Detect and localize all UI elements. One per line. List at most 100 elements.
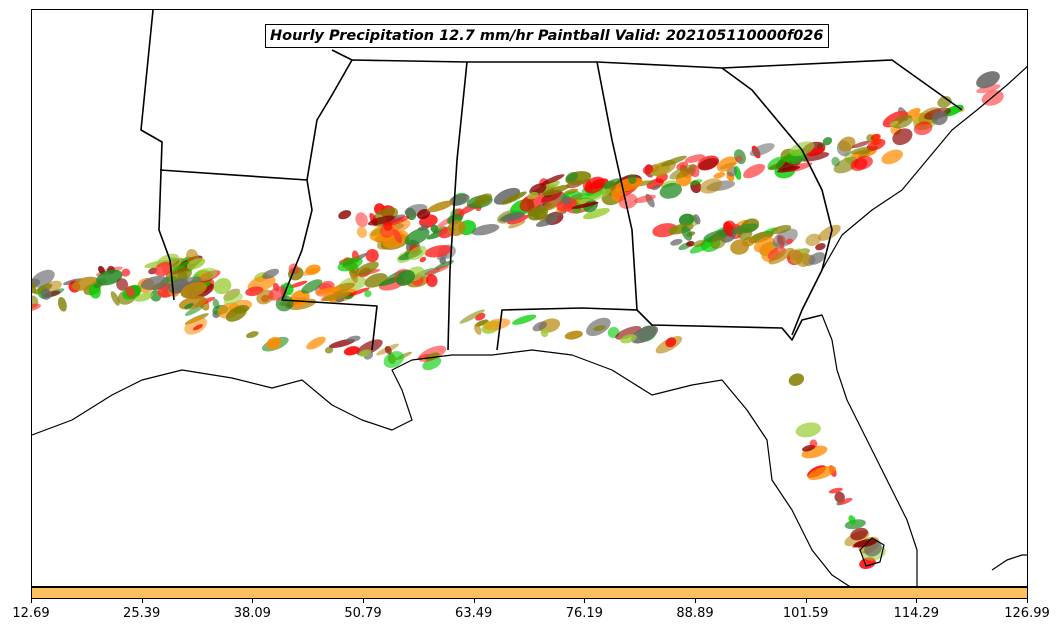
precip-blob bbox=[870, 133, 881, 141]
precip-blob bbox=[32, 282, 37, 294]
precip-blob bbox=[713, 172, 726, 179]
precip-blob bbox=[57, 296, 67, 312]
precip-blob bbox=[703, 229, 730, 243]
precip-blob bbox=[96, 269, 123, 286]
precip-blob bbox=[807, 465, 837, 480]
colorbar-tick-label: 126.99 bbox=[1004, 606, 1050, 621]
precip-blob bbox=[889, 120, 899, 127]
precip-blob bbox=[853, 538, 878, 548]
carolina-border bbox=[721, 59, 963, 111]
precip-blob bbox=[501, 191, 527, 205]
precip-blob bbox=[837, 497, 853, 505]
precip-blob bbox=[404, 228, 430, 246]
precip-blob bbox=[289, 280, 308, 289]
map-panel: Hourly Precipitation 12.7 mm/hr Paintbal… bbox=[31, 9, 1028, 587]
southeast-us-map bbox=[32, 10, 1027, 586]
precip-blob bbox=[976, 84, 1001, 94]
precip-blob bbox=[154, 261, 173, 277]
precip-blob bbox=[684, 154, 705, 163]
precip-blob bbox=[493, 187, 521, 205]
precip-blob bbox=[322, 291, 351, 302]
colorbar-tick-label: 12.69 bbox=[12, 606, 50, 621]
colorbar-tick-label: 63.49 bbox=[455, 606, 493, 621]
precip-blob bbox=[777, 166, 801, 173]
precip-blob bbox=[427, 200, 454, 213]
precip-blob bbox=[186, 257, 206, 270]
precip-blob bbox=[289, 289, 310, 307]
precip-blob bbox=[184, 316, 207, 335]
florida-atlantic-coast bbox=[821, 314, 918, 586]
east-coast-islands bbox=[991, 554, 1027, 571]
precip-blob bbox=[631, 325, 659, 344]
precip-blob bbox=[587, 188, 612, 202]
precip-blob bbox=[393, 229, 402, 244]
precip-blob bbox=[532, 321, 547, 332]
precip-blob bbox=[419, 256, 427, 263]
precip-blob bbox=[716, 156, 737, 172]
precip-blob bbox=[891, 114, 913, 129]
precip-blob bbox=[541, 184, 570, 196]
precip-blob bbox=[305, 264, 321, 275]
precip-blob bbox=[356, 226, 368, 239]
precip-blob bbox=[698, 158, 719, 171]
precip-blob bbox=[848, 515, 856, 525]
precip-blob bbox=[535, 216, 559, 227]
precip-blob bbox=[767, 156, 786, 171]
precip-blob bbox=[184, 304, 204, 316]
precip-blob bbox=[355, 212, 368, 228]
precip-blob bbox=[743, 163, 766, 179]
colorbar-tick bbox=[916, 599, 918, 603]
precip-blob bbox=[627, 174, 637, 184]
precip-blob bbox=[659, 182, 682, 199]
precip-blob bbox=[116, 278, 129, 291]
precip-blob bbox=[853, 156, 873, 170]
precip-blob bbox=[618, 193, 638, 209]
atlantic-coast bbox=[821, 66, 1027, 271]
precip-blob bbox=[34, 283, 53, 295]
precip-blob bbox=[678, 213, 695, 227]
precip-blob bbox=[471, 223, 500, 236]
precip-blob bbox=[571, 201, 599, 209]
state-borders bbox=[140, 10, 963, 351]
colorbar-tick bbox=[1027, 599, 1028, 603]
precip-blob bbox=[838, 136, 856, 152]
precip-blob bbox=[851, 140, 870, 149]
precip-blob bbox=[785, 238, 793, 245]
precip-blob bbox=[527, 206, 549, 221]
precip-blob bbox=[761, 245, 770, 252]
precip-blob bbox=[424, 245, 452, 258]
colorbar-tick bbox=[31, 599, 32, 603]
precip-blob bbox=[731, 223, 759, 235]
precip-blob bbox=[689, 240, 714, 254]
precip-blob bbox=[184, 303, 194, 309]
precip-blob bbox=[424, 265, 449, 276]
tennessee-line bbox=[331, 49, 353, 61]
gulf-coast bbox=[32, 349, 851, 586]
precip-blob bbox=[809, 439, 818, 448]
precip-blob bbox=[665, 337, 677, 348]
precip-blob bbox=[193, 324, 203, 331]
precip-blob bbox=[355, 261, 379, 276]
coastline bbox=[32, 66, 1027, 586]
precip-blob bbox=[749, 143, 775, 157]
precip-blob bbox=[584, 176, 605, 194]
precip-blob bbox=[358, 349, 372, 357]
precip-blob bbox=[670, 238, 683, 246]
precip-blob bbox=[540, 328, 549, 338]
colorbar-tick-label: 101.59 bbox=[782, 606, 829, 621]
precip-blob bbox=[110, 291, 120, 306]
precip-blob bbox=[93, 281, 103, 289]
precip-blob bbox=[424, 352, 440, 361]
precip-blob bbox=[735, 155, 743, 163]
precip-blob bbox=[633, 194, 656, 204]
precip-blob bbox=[615, 325, 642, 340]
precip-blob bbox=[642, 165, 654, 175]
precip-blob bbox=[384, 345, 392, 355]
precip-blob bbox=[541, 174, 565, 186]
precip-blob bbox=[669, 164, 697, 180]
precip-blob bbox=[850, 527, 868, 541]
precip-blob bbox=[421, 223, 428, 231]
precip-blob bbox=[367, 215, 395, 226]
precip-blob bbox=[246, 331, 259, 339]
precip-blob bbox=[365, 249, 379, 263]
